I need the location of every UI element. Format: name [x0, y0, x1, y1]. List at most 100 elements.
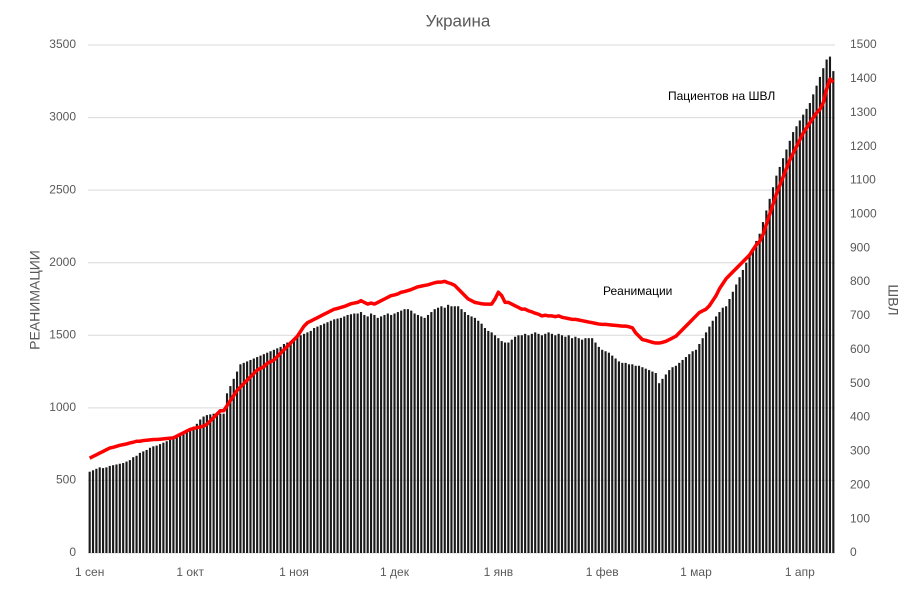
bar: [517, 335, 520, 553]
bar: [413, 313, 416, 553]
bar: [212, 413, 215, 553]
bar: [316, 326, 319, 553]
bar: [95, 468, 98, 553]
bar: [627, 364, 631, 553]
bar: [393, 313, 396, 553]
bar: [426, 314, 430, 553]
bar: [366, 316, 369, 553]
bar: [771, 187, 775, 554]
bar: [225, 393, 229, 553]
bar: [614, 358, 617, 553]
bar: [380, 316, 383, 553]
bar: [782, 158, 785, 553]
y2-tick-label: 500: [850, 376, 870, 390]
y-tick-label: 0: [69, 545, 76, 559]
x-tick-label: 1 дек: [380, 565, 410, 579]
bar: [701, 338, 704, 553]
y2-tick-label: 200: [850, 477, 870, 491]
bar: [684, 357, 688, 553]
bar: [299, 335, 302, 553]
bar: [530, 333, 533, 553]
bar: [493, 335, 497, 553]
line: [88, 77, 835, 460]
bar: [798, 120, 801, 553]
bar: [195, 423, 198, 553]
bar: [115, 464, 118, 553]
bar: [617, 361, 621, 553]
bar: [436, 307, 440, 553]
y2-tick-label: 800: [850, 274, 870, 288]
bar: [353, 313, 356, 553]
bar: [604, 351, 607, 553]
bar: [785, 149, 788, 553]
bar: [775, 175, 778, 553]
bar: [118, 463, 121, 553]
bar: [369, 313, 373, 553]
bar: [333, 319, 336, 553]
bar: [715, 316, 718, 553]
bar: [235, 371, 239, 553]
bar: [296, 336, 299, 553]
bar: [242, 362, 245, 553]
bar: [581, 339, 584, 553]
bar: [162, 442, 165, 553]
bar: [591, 338, 594, 553]
bar: [132, 457, 135, 553]
bar: [480, 323, 483, 553]
bar: [765, 210, 768, 553]
bar: [128, 460, 131, 553]
bar: [359, 312, 363, 553]
bar: [751, 248, 755, 553]
bar: [122, 463, 125, 553]
bar: [768, 198, 771, 553]
bar: [410, 310, 413, 553]
y-axis-label: РЕАНИМАЦИИ: [27, 250, 43, 350]
bar: [822, 68, 825, 554]
bar: [500, 341, 503, 553]
bar: [430, 312, 433, 553]
bar: [108, 465, 111, 553]
bar: [282, 343, 286, 553]
bar: [594, 342, 597, 553]
bar: [624, 362, 627, 553]
bar: [470, 316, 473, 553]
bar: [289, 341, 292, 553]
bar: [681, 359, 684, 553]
bar: [152, 446, 155, 553]
bar: [698, 343, 701, 553]
bar: [155, 445, 158, 553]
y-tick-label: 1500: [49, 327, 76, 341]
bar: [279, 346, 282, 553]
series-label: Реанимации: [603, 284, 672, 298]
bar: [91, 470, 95, 553]
bar: [560, 335, 564, 553]
bar: [339, 317, 342, 553]
bar: [88, 471, 91, 553]
bar: [473, 317, 476, 553]
bar: [403, 309, 406, 553]
bar: [725, 306, 728, 553]
bar: [373, 314, 376, 553]
y-tick-label: 3000: [49, 110, 76, 124]
bar: [269, 351, 272, 553]
bar: [557, 333, 560, 553]
bar: [329, 320, 332, 553]
bar: [262, 354, 265, 553]
bar: [302, 333, 306, 553]
bar: [808, 103, 811, 554]
bar: [748, 255, 751, 553]
x-tick-label: 1 окт: [176, 565, 204, 579]
bar: [356, 313, 359, 553]
bar: [795, 126, 798, 553]
bar: [292, 339, 296, 553]
bar: [209, 414, 212, 553]
bar: [601, 349, 604, 553]
bar: [802, 114, 805, 553]
bar: [467, 314, 470, 553]
bar: [416, 314, 420, 553]
bar: [420, 316, 423, 553]
y2-tick-label: 300: [850, 444, 870, 458]
bar: [611, 355, 614, 553]
bar: [199, 419, 202, 553]
bar: [232, 378, 235, 553]
